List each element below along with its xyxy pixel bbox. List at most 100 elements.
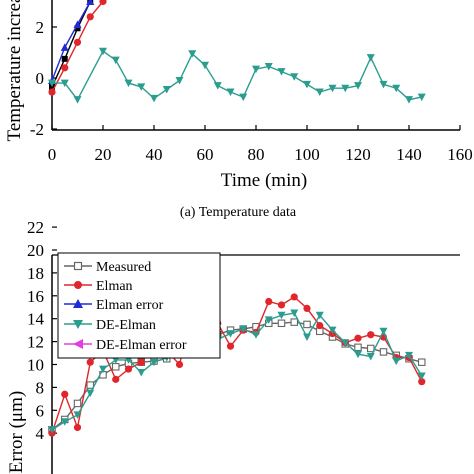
data-point [61, 390, 69, 398]
data-point [86, 358, 94, 366]
data-point [405, 96, 413, 104]
y-tick-label: 16 [27, 287, 44, 306]
data-point [201, 61, 209, 70]
data-point [226, 88, 235, 97]
data-point [367, 331, 375, 339]
series-elman [48, 293, 426, 437]
data-point [86, 389, 95, 398]
y-tick-label: 4 [36, 424, 45, 443]
data-point [277, 319, 286, 328]
data-point [265, 297, 273, 306]
data-point [60, 418, 69, 426]
temperature-x-axis-label: Time (min) [221, 170, 307, 191]
data-point [328, 84, 337, 93]
data-point [99, 47, 107, 56]
data-point [303, 80, 311, 89]
error-y-axis-label: Error (μm) [6, 391, 27, 473]
data-point [175, 360, 184, 369]
series-3 [48, 47, 426, 104]
data-point [73, 96, 82, 104]
data-point [264, 316, 273, 324]
data-point [315, 311, 324, 320]
error-legend: Measured Elman Elman error DE-Elman DE-E… [57, 252, 221, 359]
data-point [290, 73, 299, 81]
data-point [239, 325, 248, 334]
data-point [392, 357, 401, 366]
legend-entry-de-elman-error: DE-Elman error [64, 338, 187, 353]
data-point [60, 43, 69, 51]
y-tick-label: 2 [36, 18, 45, 37]
data-point [239, 93, 248, 102]
legend-marker-de-elman [73, 320, 83, 329]
y-tick-label: 20 [27, 241, 44, 260]
legend-marker-elman-error [73, 299, 83, 308]
legend-entry-measured: Measured [64, 260, 151, 275]
data-point [137, 369, 146, 377]
y-tick-label: 12 [27, 333, 44, 352]
data-point [86, 381, 95, 389]
data-point [290, 318, 298, 326]
data-point [137, 358, 145, 366]
data-point [73, 399, 82, 408]
data-point [99, 0, 107, 6]
y-tick-label: 10 [27, 356, 44, 375]
y-tick-label: 0 [36, 69, 45, 88]
x-tick-label: 40 [146, 145, 163, 164]
x-tick-label: 160 [447, 145, 473, 164]
data-point [111, 56, 120, 65]
data-point [405, 351, 413, 360]
legend-entry-elman-error: Elman error [64, 298, 164, 313]
data-point [277, 301, 286, 309]
data-point [277, 311, 286, 320]
series-line [51, 1, 104, 93]
x-tick-label: 140 [396, 145, 422, 164]
data-point [341, 339, 350, 347]
series-line [51, 1, 91, 81]
data-point [74, 25, 81, 32]
y-tick-label: -2 [30, 120, 44, 139]
legend-label-measured: Measured [96, 260, 151, 275]
data-point [48, 79, 56, 88]
data-point [303, 304, 311, 312]
error-y-ticks: 4 6 8 10 12 14 16 18 20 22 [27, 218, 57, 443]
data-point [354, 82, 362, 90]
temperature-chart-axes [51, 0, 460, 131]
data-point [379, 327, 388, 336]
data-point [417, 358, 426, 366]
legend-marker-elman [74, 281, 82, 289]
series-line [52, 50, 422, 101]
temperature-caption: (a) Temperature data [180, 205, 297, 220]
legend-label-de-elman: DE-Elman [96, 318, 156, 333]
x-tick-label: 120 [345, 145, 371, 164]
data-point [213, 82, 222, 90]
data-point [290, 293, 298, 301]
data-point [315, 88, 324, 97]
series-1 [48, 0, 107, 96]
data-point [124, 365, 133, 373]
data-point [73, 38, 82, 46]
legend-marker-measured [73, 261, 83, 271]
series-line [51, 1, 91, 88]
y-tick-label: 14 [27, 310, 45, 329]
data-point [60, 79, 69, 88]
data-point [61, 64, 69, 72]
temperature-x-ticks: 0 20 40 60 80 100 120 140 160 [48, 125, 473, 164]
data-point [48, 426, 56, 434]
data-point [150, 358, 158, 367]
legend-label-elman-error: Elman error [96, 298, 164, 313]
data-point [175, 77, 184, 85]
data-point [290, 309, 299, 317]
data-point [48, 88, 56, 96]
data-point [226, 330, 235, 338]
data-point [188, 50, 197, 58]
y-tick-label: 22 [27, 218, 44, 237]
data-point [150, 94, 158, 103]
data-point [73, 411, 82, 419]
legend-box [57, 252, 221, 359]
data-point [316, 321, 324, 330]
x-tick-label: 60 [197, 145, 214, 164]
data-point [137, 83, 146, 91]
x-tick-label: 0 [48, 145, 57, 164]
legend-entry-elman: Elman [64, 279, 133, 294]
